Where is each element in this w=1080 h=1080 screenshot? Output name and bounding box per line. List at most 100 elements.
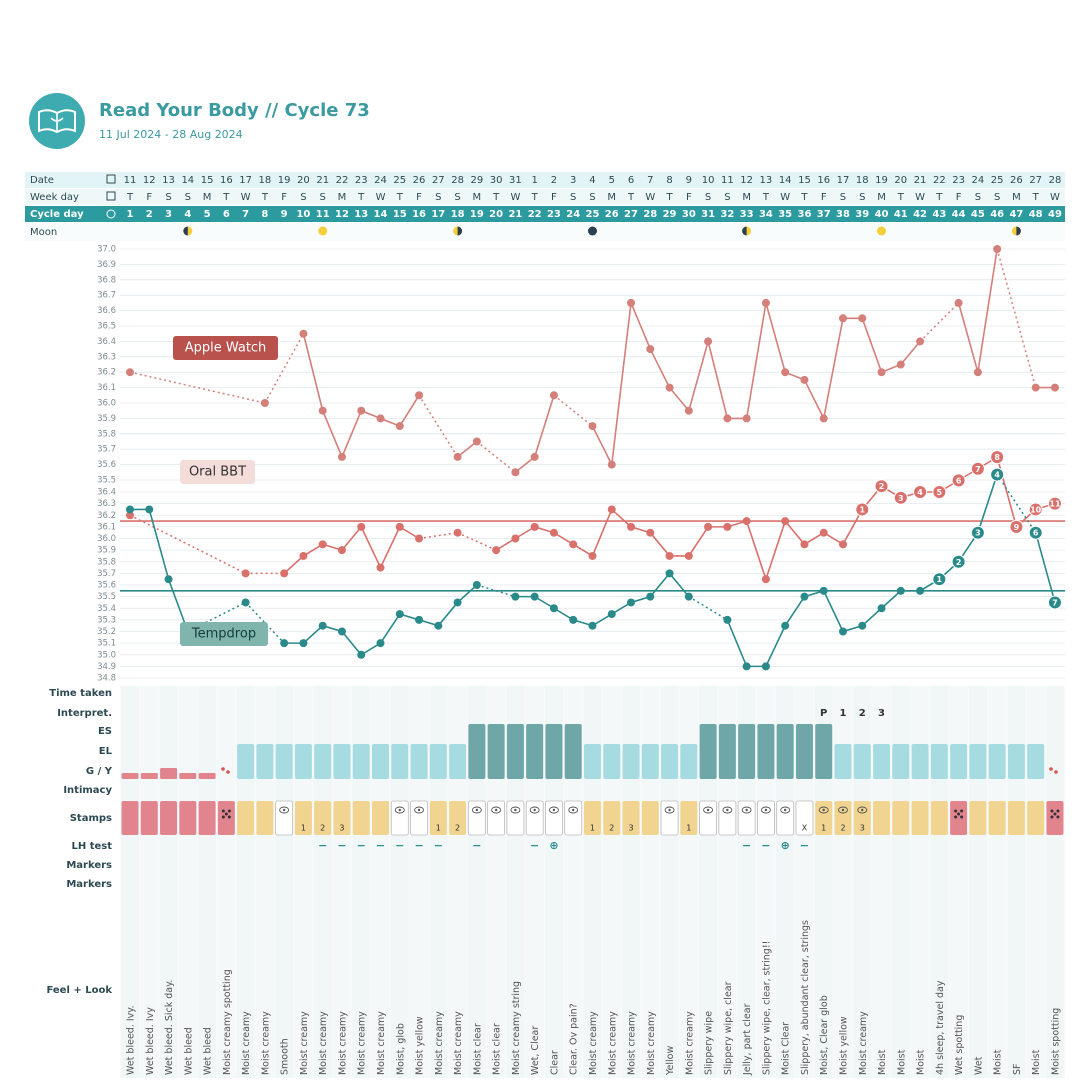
data-point — [472, 581, 481, 589]
series-line — [302, 333, 420, 459]
cycle-day: 40 — [875, 209, 889, 220]
stamp-label: 1 — [436, 824, 441, 833]
y-tick-label: 35.8 — [97, 557, 116, 567]
point-label: 6 — [1033, 529, 1039, 538]
date: 30 — [490, 175, 503, 186]
weekday: T — [126, 192, 134, 203]
data-point — [781, 368, 790, 377]
data-point — [781, 621, 790, 630]
series-labels: Apple Watch Oral BBT Tempdrop — [173, 336, 278, 646]
date: 4 — [589, 175, 595, 186]
bleeding — [121, 767, 1058, 779]
data-point — [761, 662, 770, 671]
stamp — [737, 800, 756, 836]
feel-look: Moist creamy — [607, 1011, 618, 1075]
cycle-day: 5 — [204, 209, 211, 220]
cycle-day: 2 — [146, 209, 153, 220]
stamp — [950, 801, 968, 835]
y-tick-label: 36.0 — [97, 399, 116, 409]
weekday: T — [800, 192, 808, 203]
stamp-label: 2 — [609, 824, 614, 833]
stamp-dot — [1050, 815, 1054, 819]
data-point — [492, 546, 501, 555]
data-point — [932, 485, 947, 499]
feel-look: SF — [1012, 1064, 1023, 1076]
column-cell — [872, 686, 891, 1078]
weekday: M — [473, 192, 482, 203]
column-cell — [833, 686, 852, 1078]
weekday: M — [338, 192, 347, 203]
feel-look: Wet bleed. Ivy. — [126, 1005, 137, 1075]
fluid-bar — [564, 724, 582, 779]
moon-phases — [183, 226, 1021, 236]
row-label: Interpret. — [57, 708, 112, 719]
interpretation: 1 — [840, 708, 847, 719]
subtitle: 11 Jul 2024 - 28 Aug 2024 — [99, 128, 243, 141]
stamp-dot — [954, 809, 958, 813]
data-point — [990, 467, 1005, 482]
weekday: S — [975, 192, 981, 203]
date: 7 — [647, 175, 653, 186]
stamp — [969, 801, 987, 835]
weekday: S — [994, 192, 1000, 203]
date: 23 — [952, 175, 965, 186]
stamp — [390, 800, 409, 836]
column-cell — [641, 686, 660, 1078]
gap-connector — [418, 531, 458, 540]
fluid-bar — [969, 744, 987, 779]
cycle-row-bg — [25, 206, 1065, 222]
data-point — [588, 621, 597, 630]
fluid-bar — [911, 744, 929, 779]
data-point — [299, 329, 308, 338]
row-label: Stamps — [70, 813, 112, 824]
column-cell — [275, 686, 294, 1078]
feel-look: Slippery wipe, clear — [723, 981, 734, 1075]
cycle-day: 15 — [393, 209, 407, 220]
data-point — [549, 391, 558, 400]
data-point — [530, 592, 539, 601]
column-cell — [178, 686, 197, 1078]
weekday: M — [1012, 192, 1021, 203]
column-cell — [795, 686, 814, 1078]
weekday: W — [241, 192, 251, 203]
weekday: S — [300, 192, 306, 203]
y-tick-label: 35.8 — [97, 429, 116, 439]
logo — [29, 93, 85, 149]
cycle-day: 19 — [470, 209, 484, 220]
point-label: 9 — [1014, 523, 1020, 532]
moon-row-bg — [25, 223, 1065, 241]
data-point — [970, 525, 985, 540]
data-point — [453, 452, 462, 461]
stamp — [314, 801, 332, 835]
column-cell — [1007, 686, 1026, 1078]
data-point — [569, 540, 578, 549]
data-point — [357, 650, 366, 659]
data-point — [280, 569, 289, 578]
date-row-bg — [25, 172, 1065, 188]
y-tick-label: 36.2 — [97, 511, 116, 521]
feel-look: Slippery wipe, clear, string!! — [761, 941, 772, 1075]
feel-look: Moist creamy — [376, 1011, 387, 1075]
weekday: F — [551, 192, 557, 203]
gap-connector — [476, 440, 516, 473]
stamp — [1046, 801, 1064, 835]
weekday: T — [935, 192, 943, 203]
date: 12 — [143, 175, 156, 186]
cycle-day: 12 — [335, 209, 349, 220]
date: 21 — [914, 175, 927, 186]
feel-look: Moist creamy — [299, 1011, 310, 1075]
cycle-day: 37 — [817, 209, 831, 220]
stamp-eye-pupil — [668, 808, 671, 812]
lh-test: − — [376, 839, 385, 852]
weekday: M — [877, 192, 886, 203]
fluid-bar — [372, 744, 390, 779]
data-point — [511, 468, 520, 477]
weekday: T — [627, 192, 635, 203]
stamp-label: 3 — [339, 824, 344, 833]
interpretation: 2 — [859, 708, 866, 719]
date: 11 — [124, 175, 137, 186]
cycle-day: 21 — [508, 209, 522, 220]
spotting-drop — [226, 770, 230, 774]
data-point — [164, 575, 173, 584]
data-point — [951, 473, 966, 488]
